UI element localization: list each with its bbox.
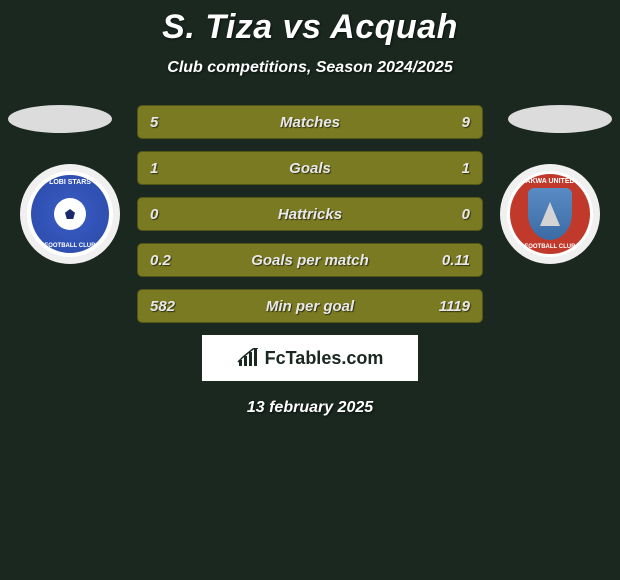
- stat-right-value: 1119: [430, 298, 470, 315]
- stat-label: Goals per match: [190, 252, 430, 269]
- club-name-left-top: LOBI STARS: [31, 179, 109, 186]
- club-badge-right: AKWA UNITED FOOTBALL CLUB: [500, 164, 600, 264]
- club-badge-right-inner: AKWA UNITED FOOTBALL CLUB: [507, 171, 593, 257]
- stat-row-min-per-goal: 582 Min per goal 1119: [137, 289, 483, 323]
- stat-label: Min per goal: [190, 298, 430, 315]
- stat-label: Matches: [190, 114, 430, 131]
- stat-right-value: 9: [430, 114, 470, 131]
- comparison-content: LOBI STARS FOOTBALL CLUB AKWA UNITED FOO…: [0, 105, 620, 417]
- shield-icon: [528, 188, 572, 240]
- stat-label: Hattricks: [190, 206, 430, 223]
- stat-right-value: 0.11: [430, 252, 470, 269]
- stat-left-value: 582: [150, 298, 190, 315]
- stat-row-hattricks: 0 Hattricks 0: [137, 197, 483, 231]
- stat-left-value: 0.2: [150, 252, 190, 269]
- stat-row-goals-per-match: 0.2 Goals per match 0.11: [137, 243, 483, 277]
- club-badge-left: LOBI STARS FOOTBALL CLUB: [20, 164, 120, 264]
- page-title: S. Tiza vs Acquah: [0, 0, 620, 47]
- stat-row-matches: 5 Matches 9: [137, 105, 483, 139]
- soccer-ball-icon: [54, 198, 86, 230]
- player-photo-right: [508, 105, 612, 133]
- stat-label: Goals: [190, 160, 430, 177]
- club-name-right-bottom: FOOTBALL CLUB: [510, 244, 590, 250]
- stats-table: 5 Matches 9 1 Goals 1 0 Hattricks 0 0.2 …: [137, 105, 483, 323]
- player-photo-left: [8, 105, 112, 133]
- stat-left-value: 1: [150, 160, 190, 177]
- brand-text: FcTables.com: [265, 348, 384, 369]
- page-subtitle: Club competitions, Season 2024/2025: [0, 59, 620, 77]
- club-name-left-bottom: FOOTBALL CLUB: [31, 243, 109, 249]
- stat-right-value: 1: [430, 160, 470, 177]
- stat-left-value: 5: [150, 114, 190, 131]
- club-name-right-top: AKWA UNITED: [510, 178, 590, 185]
- bar-chart-icon: [237, 348, 259, 368]
- stat-row-goals: 1 Goals 1: [137, 151, 483, 185]
- club-badge-left-inner: LOBI STARS FOOTBALL CLUB: [27, 171, 113, 257]
- footer-date: 13 february 2025: [0, 399, 620, 417]
- stat-left-value: 0: [150, 206, 190, 223]
- stat-right-value: 0: [430, 206, 470, 223]
- brand-box[interactable]: FcTables.com: [202, 335, 418, 381]
